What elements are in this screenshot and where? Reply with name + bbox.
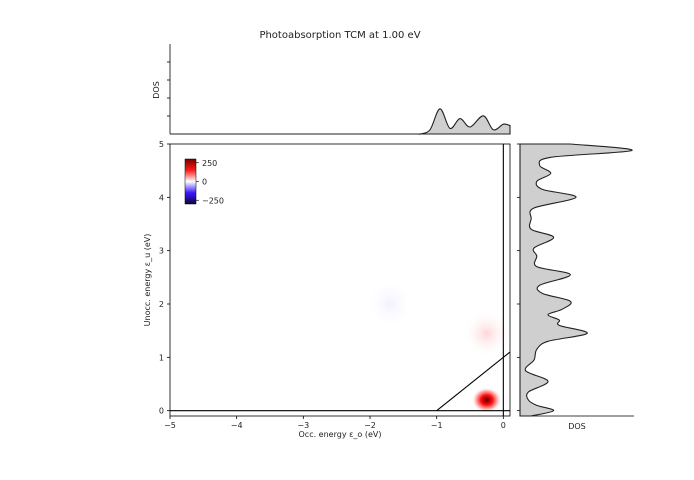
right-panel-xlabel: DOS bbox=[568, 422, 586, 431]
x-tick-label: −5 bbox=[164, 421, 176, 430]
colorbar-tick-label: −250 bbox=[202, 196, 224, 205]
main-ylabel: Unocc. energy ε_u (eV) bbox=[143, 234, 152, 327]
colorbar: 250 0 −250 bbox=[184, 158, 224, 205]
x-tick-label: −1 bbox=[431, 421, 443, 430]
heatmap-peak bbox=[462, 309, 510, 358]
heatmap-peak bbox=[471, 387, 502, 413]
y-tick-label: 0 bbox=[159, 407, 164, 416]
y-tick-label: 4 bbox=[159, 193, 164, 202]
y-tick-label: 1 bbox=[159, 353, 164, 362]
chart-title: Photoabsorption TCM at 1.00 eV bbox=[259, 30, 420, 41]
right-dos-panel: DOS bbox=[517, 143, 634, 431]
y-tick-label: 2 bbox=[159, 300, 164, 309]
x-tick-label: −3 bbox=[297, 421, 309, 430]
occupied-dos-curve bbox=[170, 108, 511, 135]
main-panel-frame bbox=[169, 143, 511, 417]
top-panel-ylabel: DOS bbox=[152, 81, 161, 99]
y-tick-label: 3 bbox=[159, 247, 164, 256]
main-xlabel: Occ. energy ε_o (eV) bbox=[299, 430, 382, 439]
colorbar-gradient bbox=[184, 158, 197, 205]
heatmap-peak bbox=[366, 280, 414, 328]
colorbar-tick-label: 0 bbox=[202, 178, 207, 187]
heatmap-background bbox=[170, 144, 510, 416]
x-tick-label: −2 bbox=[364, 421, 376, 430]
transition-energy-line bbox=[436, 351, 510, 412]
top-dos-panel: DOS bbox=[152, 44, 511, 135]
unoccupied-dos-curve bbox=[519, 143, 633, 417]
colorbar-tick-label: 250 bbox=[202, 159, 217, 168]
x-tick-label: −4 bbox=[231, 421, 243, 430]
y-tick-label: 5 bbox=[159, 140, 164, 149]
x-tick-label: 0 bbox=[501, 421, 506, 430]
